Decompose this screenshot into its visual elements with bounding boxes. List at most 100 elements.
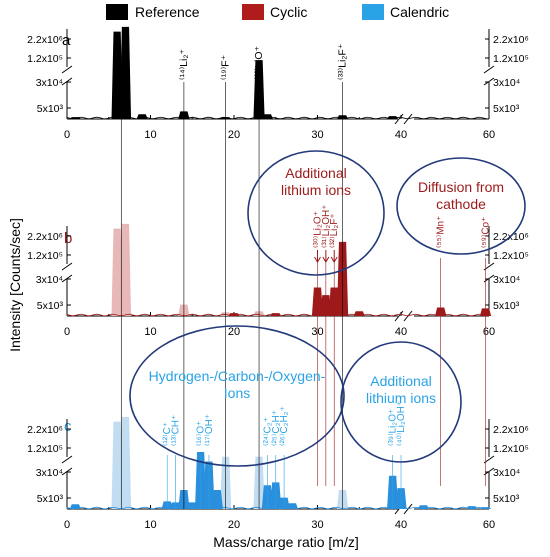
group-title: Diffusion from <box>418 179 504 195</box>
arrow-icon <box>330 250 338 263</box>
x-axis-label: Mass/charge ratio [m/z] <box>213 534 359 550</box>
panel-label-c: c <box>64 418 72 435</box>
faded-peak <box>111 421 123 509</box>
reference-ion-label: ⁽³³⁾Li₂F⁺ <box>337 43 349 80</box>
calendric-ion-label: ⁽²⁴⁾C₂⁺ <box>262 417 273 446</box>
x-tick-label: 40 <box>395 129 407 141</box>
y-tick-label: 5x10³ <box>37 103 64 115</box>
faded-peak <box>111 228 123 316</box>
y-tick-label: 2.2x10⁶ <box>493 424 529 436</box>
panel-b: 5x10³ 3x10⁴ 1.2x10⁵ 2.2x10⁶ 5x10³ 3x10⁴ 1.2x10… <box>27 223 529 338</box>
reference-ion-label: ⁽¹⁹⁾F⁺ <box>220 54 232 80</box>
panels: 5x10³ 3x10⁴ 1.2x10⁵ 2.2x10⁶ 5x10³ 3x10⁴ 1.2x10… <box>27 26 529 531</box>
group-title: Additional <box>370 373 432 389</box>
y-tick-label: 3x10⁴ <box>36 467 63 479</box>
reference-ion-label: ⁽¹⁴⁾Li₂⁺ <box>178 49 190 80</box>
y-tick-label: 2.2x10⁶ <box>27 424 63 436</box>
y-tick-label: 2.2x10⁶ <box>27 231 63 243</box>
legend-swatch-calendric <box>362 4 384 20</box>
y-tick-label: 3x10⁴ <box>36 274 63 286</box>
cyclic-ion-label: ⁽³¹⁾Li₂OH⁺ <box>321 204 332 248</box>
y-tick-label: 5x10³ <box>493 103 520 115</box>
noise-trace <box>66 313 488 317</box>
group-title: Ions <box>224 385 250 401</box>
y-tick-label: 2.2x10⁶ <box>493 34 529 46</box>
x-tick-label: 0 <box>64 129 70 141</box>
x-tick-label: 20 <box>228 519 240 531</box>
data-peak <box>211 490 223 509</box>
y-tick-label: 2.2x10⁶ <box>27 34 63 46</box>
y-tick-label: 5x10³ <box>493 493 520 505</box>
data-peak <box>111 31 123 120</box>
calendric-ion-label: ⁽¹⁷⁾OH⁺ <box>204 414 215 446</box>
legend-swatch-reference <box>106 4 128 20</box>
y-tick-label: 1.2x10⁵ <box>493 250 529 262</box>
y-axis-label: Intensity [Counts/sec] <box>7 218 23 352</box>
data-peak <box>136 114 148 119</box>
group-title: lithium ions <box>281 182 351 198</box>
y-tick-label: 1.2x10⁵ <box>27 250 63 262</box>
x-tick-label: 20 <box>228 129 240 141</box>
legend-swatch-cyclic <box>242 4 264 20</box>
calendric-ion-label: ⁽²⁵⁾C₂H⁺ <box>271 410 282 446</box>
noise-trace <box>66 116 488 120</box>
group-ellipse <box>340 341 462 463</box>
reference-ion-label: ⁽²³⁾LiO⁺ <box>253 46 265 80</box>
group-ellipse <box>247 150 385 276</box>
panel-c: 5x10³ 3x10⁴ 1.2x10⁵ 2.2x10⁶ 5x10³ 3x10⁴ 1.2x10… <box>27 416 529 531</box>
group-ellipse <box>129 325 345 467</box>
arrow-icon <box>314 250 321 263</box>
x-tick-label: 0 <box>64 519 70 531</box>
legend-label-cyclic: Cyclic <box>270 4 307 20</box>
faded-peak <box>119 223 132 316</box>
reference-ion-label: ⁽⁶'⁷⁾Li⁺ <box>115 51 127 80</box>
group-title: lithium ions <box>366 390 436 406</box>
y-tick-label: 3x10⁴ <box>493 77 520 89</box>
cyclic-ion-label: ⁽³²⁾Li₂F⁺ <box>329 213 340 248</box>
calendric-ion-label: ⁽¹³⁾CH⁺ <box>171 415 182 446</box>
faded-peak <box>119 416 132 509</box>
x-tick-label: 60 <box>483 519 495 531</box>
panel-label-b: b <box>64 230 72 247</box>
calendric-ion-label: ⁽³⁹⁾Li₂O⁺ <box>388 409 399 446</box>
calendric-ion-label: ⁽²⁶⁾C₂H₂⁺ <box>279 406 290 446</box>
y-tick-label: 3x10⁴ <box>36 77 63 89</box>
group-title: Hydrogen-/Carbon-/Oxygen- <box>149 368 326 384</box>
calendric-ion-label: ⁽¹⁶⁾O⁺ <box>196 421 207 446</box>
calendric-ion-label: ⁽⁴⁰⁾Li₂OH⁺ <box>396 401 407 446</box>
cyclic-ion-label: ⁽⁵⁵⁾Mn⁺ <box>436 216 447 248</box>
legend-label-calendric: Calendric <box>390 4 449 20</box>
ion-lines: ⁽⁶'⁷⁾Li⁺ ⁽¹⁴⁾Li₂⁺ ⁽¹⁹⁾F⁺ ⁽²³⁾LiO⁺ ⁽³³⁾Li₂F⁺ ⁽… <box>115 43 492 509</box>
arrow-icon <box>322 250 330 263</box>
x-tick-label: 60 <box>483 129 495 141</box>
x-tick-label: 60 <box>483 326 495 338</box>
y-tick-label: 1.2x10⁵ <box>27 53 63 65</box>
data-peak <box>119 26 132 120</box>
x-tick-label: 10 <box>144 326 156 338</box>
calendric-ion-label: ⁽¹²⁾C⁺ <box>162 422 173 446</box>
y-tick-label: 1.2x10⁵ <box>27 443 63 455</box>
y-tick-label: 3x10⁴ <box>493 467 520 479</box>
x-tick-label: 40 <box>395 519 407 531</box>
x-tick-label: 0 <box>64 326 70 338</box>
group-ellipse <box>396 157 526 255</box>
cyclic-ion-label: ⁽⁵⁹⁾Co⁺ <box>481 217 492 248</box>
y-tick-label: 5x10³ <box>493 300 520 312</box>
x-tick-label: 10 <box>144 129 156 141</box>
x-tick-label: 30 <box>311 519 323 531</box>
x-tick-label: 40 <box>395 326 407 338</box>
group-title: Additional <box>285 165 347 181</box>
legend-label-reference: Reference <box>135 4 200 20</box>
x-tick-label: 30 <box>311 129 323 141</box>
x-tick-label: 20 <box>228 326 240 338</box>
group-title: cathode <box>436 196 486 212</box>
y-tick-label: 3x10⁴ <box>493 274 520 286</box>
panel-a: 5x10³ 3x10⁴ 1.2x10⁵ 2.2x10⁶ 5x10³ 3x10⁴ 1.2x10… <box>27 26 529 141</box>
y-tick-label: 5x10³ <box>37 493 64 505</box>
legend: Reference Cyclic Calendric <box>106 4 449 20</box>
x-tick-label: 10 <box>144 519 156 531</box>
y-tick-label: 5x10³ <box>37 300 64 312</box>
cyclic-ion-label: ⁽³⁰⁾Li₂O⁺ <box>313 211 324 248</box>
